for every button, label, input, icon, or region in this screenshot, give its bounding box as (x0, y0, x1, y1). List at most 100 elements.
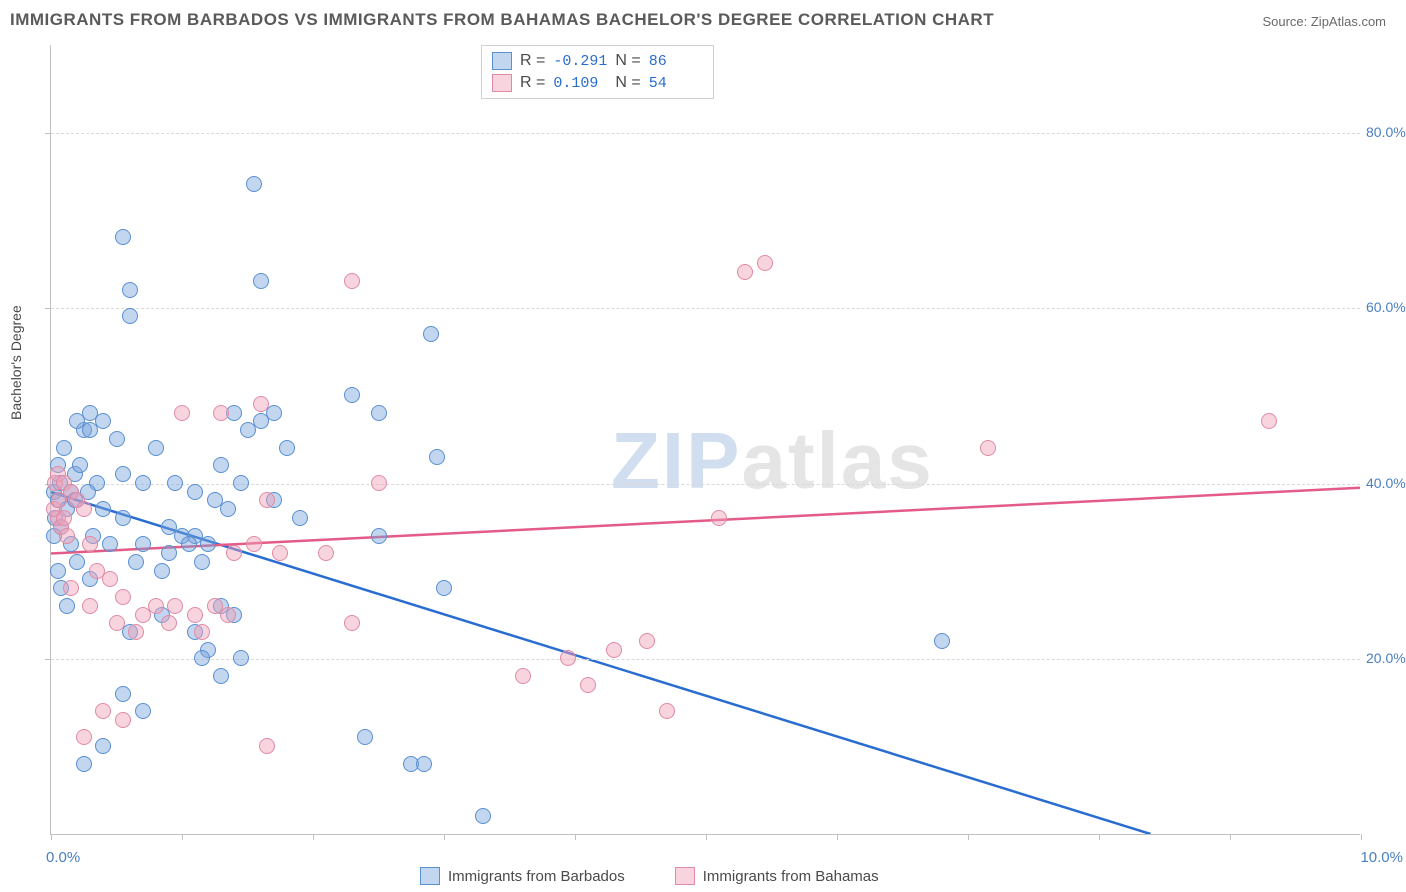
r-value: 0.109 (553, 75, 607, 92)
chart-title: IMMIGRANTS FROM BARBADOS VS IMMIGRANTS F… (10, 10, 994, 30)
legend-label: Immigrants from Barbados (448, 868, 625, 885)
scatter-point (115, 686, 131, 702)
scatter-point (148, 598, 164, 614)
n-label: N = (615, 74, 640, 92)
x-tick-mark (313, 834, 314, 840)
scatter-point (934, 633, 950, 649)
scatter-point (102, 571, 118, 587)
scatter-point (63, 580, 79, 596)
scatter-point (344, 273, 360, 289)
scatter-point (154, 563, 170, 579)
scatter-point (233, 475, 249, 491)
scatter-point (272, 545, 288, 561)
scatter-point (174, 405, 190, 421)
scatter-point (56, 440, 72, 456)
scatter-point (69, 554, 85, 570)
source-label: Source: ZipAtlas.com (1262, 14, 1386, 29)
scatter-point (95, 703, 111, 719)
scatter-point (253, 273, 269, 289)
legend-swatch (492, 52, 512, 70)
scatter-point (76, 729, 92, 745)
legend-item: Immigrants from Barbados (420, 867, 625, 885)
scatter-point (436, 580, 452, 596)
scatter-point (135, 536, 151, 552)
x-tick-mark (182, 834, 183, 840)
scatter-point (122, 308, 138, 324)
scatter-point (135, 703, 151, 719)
watermark-part2: atlas (741, 416, 933, 505)
y-tick-label: 80.0% (1366, 124, 1406, 140)
scatter-point (344, 387, 360, 403)
scatter-point (737, 264, 753, 280)
scatter-point (757, 255, 773, 271)
y-tick-label: 60.0% (1366, 299, 1406, 315)
scatter-point (259, 738, 275, 754)
x-tick-mark (706, 834, 707, 840)
scatter-point (246, 536, 262, 552)
scatter-point (515, 668, 531, 684)
scatter-point (82, 598, 98, 614)
x-tick-mark (51, 834, 52, 840)
legend-label: Immigrants from Bahamas (703, 868, 879, 885)
scatter-point (711, 510, 727, 526)
y-tick-mark (45, 133, 51, 134)
scatter-point (59, 528, 75, 544)
scatter-point (416, 756, 432, 772)
y-tick-label: 20.0% (1366, 650, 1406, 666)
legend-swatch (492, 74, 512, 92)
scatter-point (253, 396, 269, 412)
scatter-point (59, 598, 75, 614)
gridline (51, 308, 1360, 309)
scatter-point (429, 449, 445, 465)
scatter-point (167, 475, 183, 491)
scatter-point (51, 492, 67, 508)
scatter-point (357, 729, 373, 745)
x-tick-mark (444, 834, 445, 840)
x-tick-mark (575, 834, 576, 840)
scatter-point (82, 536, 98, 552)
n-value: 86 (649, 53, 703, 70)
scatter-point (639, 633, 655, 649)
scatter-point (56, 510, 72, 526)
scatter-point (213, 457, 229, 473)
scatter-point (115, 466, 131, 482)
watermark-part1: ZIP (611, 416, 741, 505)
r-label: R = (520, 52, 545, 70)
scatter-point (200, 536, 216, 552)
scatter-point (220, 501, 236, 517)
scatter-point (135, 475, 151, 491)
scatter-point (109, 615, 125, 631)
scatter-point (72, 457, 88, 473)
bottom-legend: Immigrants from Barbados Immigrants from … (420, 867, 879, 885)
scatter-point (292, 510, 308, 526)
scatter-point (128, 624, 144, 640)
scatter-point (266, 405, 282, 421)
scatter-point (423, 326, 439, 342)
scatter-point (115, 589, 131, 605)
r-label: R = (520, 74, 545, 92)
r-value: -0.291 (553, 53, 607, 70)
x-tick-mark (968, 834, 969, 840)
y-tick-mark (45, 659, 51, 660)
scatter-point (102, 536, 118, 552)
scatter-point (371, 475, 387, 491)
legend-swatch (420, 867, 440, 885)
scatter-point (115, 229, 131, 245)
chart-plot-area: ZIPatlas R =-0.291N =86R =0.109N =54 20.… (50, 45, 1360, 835)
scatter-point (122, 282, 138, 298)
scatter-point (606, 642, 622, 658)
scatter-point (659, 703, 675, 719)
watermark: ZIPatlas (611, 415, 934, 507)
y-axis-label: Bachelor's Degree (8, 305, 24, 420)
gridline (51, 133, 1360, 134)
y-tick-mark (45, 308, 51, 309)
x-axis-end-label: 10.0% (1360, 849, 1403, 866)
scatter-point (128, 554, 144, 570)
scatter-point (220, 607, 236, 623)
n-label: N = (615, 52, 640, 70)
scatter-point (181, 536, 197, 552)
scatter-point (246, 176, 262, 192)
scatter-point (82, 422, 98, 438)
scatter-point (148, 440, 164, 456)
scatter-point (259, 492, 275, 508)
